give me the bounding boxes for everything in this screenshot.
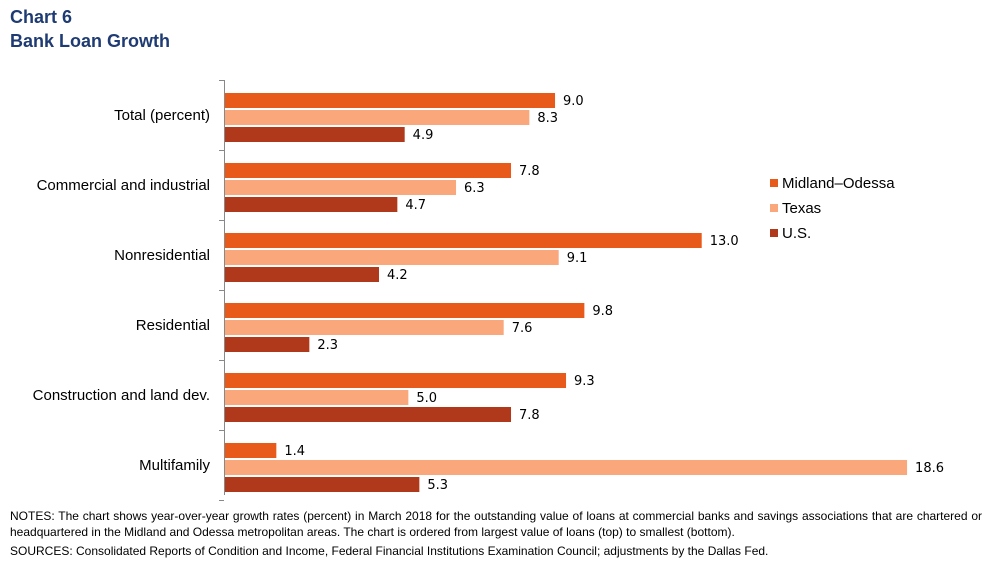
data-label: 1.4 xyxy=(284,444,305,459)
bar-us xyxy=(225,337,310,352)
legend: Midland–Odessa Texas U.S. xyxy=(770,175,895,242)
legend-swatch xyxy=(770,229,778,237)
data-label: 9.0 xyxy=(563,94,584,109)
category-axis-ticks xyxy=(219,80,224,501)
data-label: 8.3 xyxy=(537,111,558,126)
bar-us xyxy=(225,407,512,422)
bar-us xyxy=(225,127,405,142)
bar-texas xyxy=(225,180,457,195)
bar-midland-odessa xyxy=(225,443,277,458)
data-label: 18.6 xyxy=(915,461,944,476)
chart-number: Chart 6 xyxy=(10,7,73,27)
bar-texas xyxy=(225,460,908,475)
data-label: 6.3 xyxy=(464,181,485,196)
data-label: 5.0 xyxy=(416,391,437,406)
notes-text: NOTES: The chart shows year-over-year gr… xyxy=(10,509,982,539)
sources-text: SOURCES: Consolidated Reports of Conditi… xyxy=(10,544,769,558)
category-label: Construction and land dev. xyxy=(33,387,210,404)
bar-texas xyxy=(225,390,409,405)
bars xyxy=(225,93,908,492)
category-label: Multifamily xyxy=(139,457,210,474)
bar-midland-odessa xyxy=(225,303,585,318)
data-label: 4.9 xyxy=(413,128,434,143)
legend-swatch xyxy=(770,204,778,212)
bar-midland-odessa xyxy=(225,233,702,248)
data-label: 5.3 xyxy=(427,478,448,493)
bar-texas xyxy=(225,320,504,335)
data-label: 4.2 xyxy=(387,268,408,283)
bar-midland-odessa xyxy=(225,93,556,108)
category-label: Residential xyxy=(136,317,210,334)
data-label: 9.1 xyxy=(567,251,588,266)
data-label: 7.6 xyxy=(512,321,533,336)
legend-swatch xyxy=(770,179,778,187)
value-labels: 9.0 8.3 4.9 7.8 6.3 4.7 13.0 9.1 4.2 9.8 7.6 2.3 9.3… xyxy=(284,94,944,493)
bar-us xyxy=(225,267,380,282)
bar-texas xyxy=(225,250,559,265)
legend-label: Midland–Odessa xyxy=(782,175,895,192)
bar-us xyxy=(225,197,398,212)
bar-chart: Total (percent) Commercial and industrial… xyxy=(33,80,944,501)
data-label: 7.8 xyxy=(519,408,540,423)
category-label: Commercial and industrial xyxy=(37,177,210,194)
data-label: 13.0 xyxy=(710,234,739,249)
data-label: 7.8 xyxy=(519,164,540,179)
legend-label: U.S. xyxy=(782,225,811,242)
data-label: 4.7 xyxy=(405,198,426,213)
bar-midland-odessa xyxy=(225,163,512,178)
data-label: 2.3 xyxy=(317,338,338,353)
legend-label: Texas xyxy=(782,200,821,217)
category-label: Nonresidential xyxy=(114,247,210,264)
chart-title: Bank Loan Growth xyxy=(10,31,171,51)
category-label: Total (percent) xyxy=(114,107,210,124)
bar-texas xyxy=(225,110,530,125)
data-label: 9.8 xyxy=(592,304,613,319)
category-labels: Total (percent) Commercial and industrial… xyxy=(33,107,211,474)
data-label: 9.3 xyxy=(574,374,595,389)
bar-midland-odessa xyxy=(225,373,567,388)
bar-us xyxy=(225,477,420,492)
